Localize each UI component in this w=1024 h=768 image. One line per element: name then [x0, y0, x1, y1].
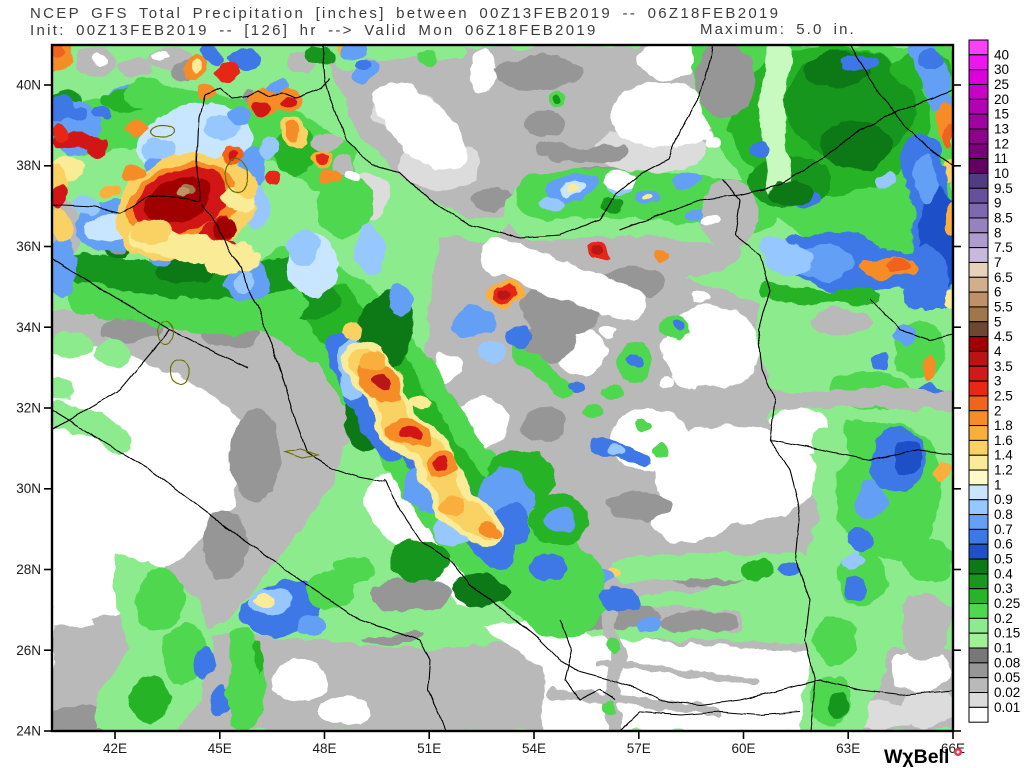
svg-text:34N: 34N — [16, 320, 41, 335]
svg-text:0.02: 0.02 — [994, 685, 1020, 700]
svg-text:7.5: 7.5 — [994, 240, 1013, 255]
svg-text:11: 11 — [994, 151, 1008, 166]
svg-text:30: 30 — [994, 62, 1009, 77]
svg-text:60E: 60E — [731, 741, 755, 756]
svg-text:3: 3 — [994, 374, 1002, 389]
svg-text:0.01: 0.01 — [994, 700, 1020, 715]
svg-text:1: 1 — [994, 477, 1002, 492]
svg-text:26N: 26N — [16, 643, 41, 658]
svg-text:0.6: 0.6 — [994, 537, 1013, 552]
svg-text:10: 10 — [994, 166, 1009, 181]
svg-text:2.5: 2.5 — [994, 388, 1013, 403]
svg-text:7: 7 — [994, 255, 1002, 270]
svg-text:6.5: 6.5 — [994, 270, 1013, 285]
svg-text:0.8: 0.8 — [994, 507, 1013, 522]
svg-text:54E: 54E — [522, 741, 546, 756]
svg-text:12: 12 — [994, 136, 1009, 151]
svg-text:WχBell: WχBell — [884, 746, 949, 768]
svg-text:30N: 30N — [16, 481, 41, 496]
svg-text:0.4: 0.4 — [994, 566, 1013, 581]
svg-text:9.5: 9.5 — [994, 181, 1013, 196]
svg-text:28N: 28N — [16, 562, 41, 577]
svg-text:0.08: 0.08 — [994, 655, 1020, 670]
svg-text:32N: 32N — [16, 401, 41, 416]
svg-text:24N: 24N — [16, 724, 41, 739]
svg-text:3.5: 3.5 — [994, 359, 1013, 374]
svg-text:63E: 63E — [836, 741, 860, 756]
svg-text:45E: 45E — [208, 741, 232, 756]
svg-text:4: 4 — [994, 344, 1002, 359]
svg-text:25: 25 — [994, 77, 1009, 92]
svg-text:1.4: 1.4 — [994, 448, 1013, 463]
svg-text:0.05: 0.05 — [994, 670, 1020, 685]
svg-text:0.25: 0.25 — [994, 596, 1020, 611]
svg-text:1.8: 1.8 — [994, 418, 1013, 433]
svg-text:0.7: 0.7 — [994, 522, 1013, 537]
svg-text:0.15: 0.15 — [994, 626, 1020, 641]
svg-text:0.5: 0.5 — [994, 552, 1013, 567]
svg-text:40N: 40N — [16, 78, 41, 93]
svg-text:2: 2 — [994, 403, 1002, 418]
svg-text:48E: 48E — [312, 741, 336, 756]
svg-text:4.5: 4.5 — [994, 329, 1013, 344]
svg-text:5.5: 5.5 — [994, 299, 1013, 314]
svg-text:40: 40 — [994, 47, 1009, 62]
svg-text:36N: 36N — [16, 239, 41, 254]
svg-text:1.6: 1.6 — [994, 433, 1013, 448]
svg-text:57E: 57E — [627, 741, 651, 756]
svg-text:8.5: 8.5 — [994, 210, 1013, 225]
svg-text:5: 5 — [994, 314, 1002, 329]
svg-text:0.3: 0.3 — [994, 581, 1013, 596]
svg-text:0.1: 0.1 — [994, 641, 1013, 656]
svg-text:15: 15 — [994, 107, 1009, 122]
svg-text:42E: 42E — [103, 741, 127, 756]
svg-text:1.2: 1.2 — [994, 463, 1013, 478]
svg-text:20: 20 — [994, 92, 1009, 107]
svg-text:8: 8 — [994, 225, 1002, 240]
svg-text:0.9: 0.9 — [994, 492, 1013, 507]
svg-text:51E: 51E — [417, 741, 441, 756]
svg-text:38N: 38N — [16, 158, 41, 173]
svg-text:13: 13 — [994, 121, 1009, 136]
svg-text:0.2: 0.2 — [994, 611, 1013, 626]
svg-text:9: 9 — [994, 196, 1002, 211]
svg-text:6: 6 — [994, 285, 1002, 300]
